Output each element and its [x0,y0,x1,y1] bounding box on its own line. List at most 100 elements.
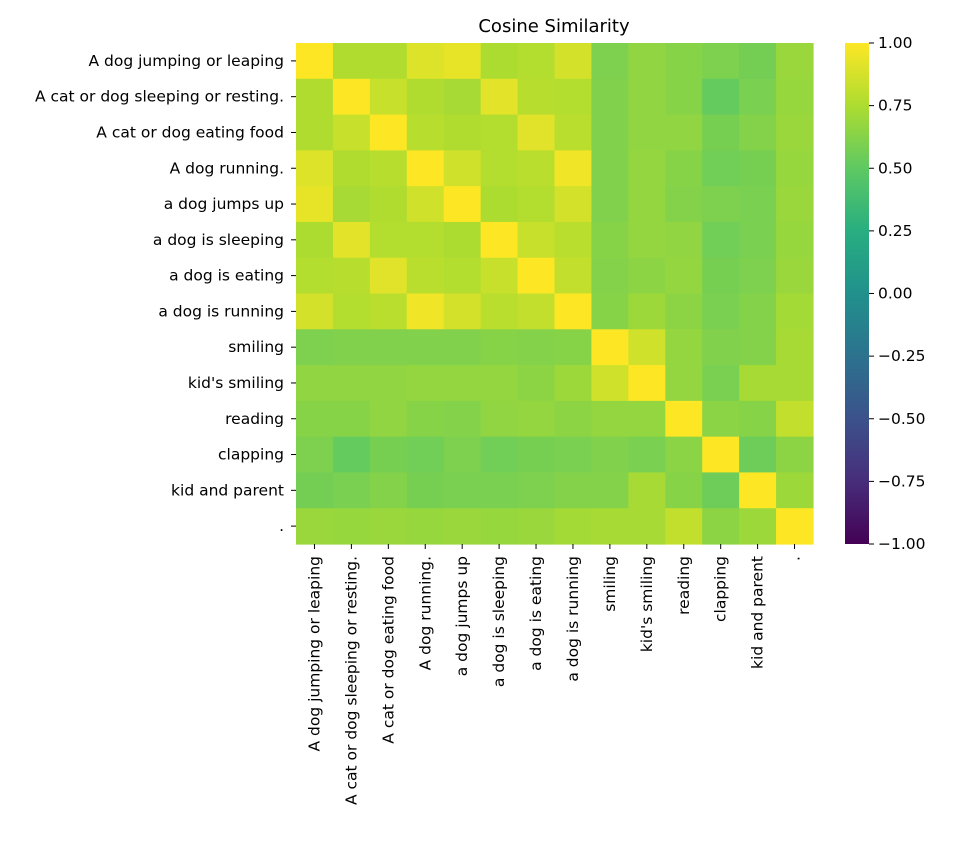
heatmap-cell [628,508,666,545]
x-axis-label: reading [675,556,693,615]
heatmap-cell [702,150,740,187]
heatmap-cell [628,114,666,151]
y-axis-label: kid's smiling [188,374,284,392]
heatmap-cell [369,329,408,366]
heatmap-cell [480,114,519,151]
heatmap-cell [628,221,666,259]
heatmap-cell [369,78,408,116]
heatmap-cell [517,221,556,259]
heatmap-cell [776,221,814,259]
colorbar-tick-label: 1.00 [878,34,913,52]
heatmap-cell [332,78,371,116]
y-axis-label: kid and parent [171,481,284,499]
colorbar-tick-label: −0.75 [878,472,926,490]
heatmap-cell [591,221,629,259]
heatmap-cell [665,293,703,330]
heatmap-cell [554,257,593,295]
heatmap-cell [443,78,482,116]
y-axis-label: reading [225,410,284,428]
heatmap-cell [296,186,334,223]
heatmap-cell [443,472,482,509]
heatmap-cell [406,221,445,259]
heatmap-cell [406,186,445,223]
heatmap-cell [665,221,703,259]
heatmap-cell [406,78,445,116]
heatmap-cell [554,365,593,402]
heatmap-cell [406,43,445,80]
heatmap-cell [406,293,445,330]
heatmap-cell [739,400,777,438]
heatmap-cell [480,221,519,259]
heatmap-cell [665,114,703,151]
heatmap-cell [591,508,629,545]
heatmap-cell [480,472,519,509]
heatmap-cell [517,114,556,151]
heatmap-cell [369,472,408,509]
heatmap-cell [332,508,371,545]
heatmap-cell [628,150,666,187]
colorbar [845,43,869,544]
heatmap-cell [332,186,371,223]
heatmap-cell [332,221,371,259]
heatmap-cell [628,400,666,438]
colorbar-tick-label: 0.25 [878,222,913,240]
heatmap-cell [332,472,371,509]
heatmap-cell [517,472,556,509]
heatmap-cell [296,472,334,509]
y-axis-label: clapping [218,446,284,464]
heatmap-cell [296,150,334,187]
heatmap-cell [332,43,371,80]
heatmap-cell [517,150,556,187]
heatmap-cell [702,43,740,80]
heatmap-cell [332,257,371,295]
heatmap-cell [776,436,814,474]
heatmap-cell [665,472,703,509]
heatmap-cell [517,257,556,295]
heatmap-cell [554,114,593,151]
y-axis-label: . [279,517,284,535]
heatmap-cell [739,293,777,330]
heatmap-cell [296,436,334,474]
heatmap-cell [776,365,814,402]
heatmap-cell [443,508,482,545]
heatmap-cell [480,43,519,80]
heatmap-cell [517,329,556,366]
heatmap-cell [739,257,777,295]
chart-title: Cosine Similarity [478,16,630,37]
heatmap-cell [517,43,556,80]
heatmap-cell [480,257,519,295]
heatmap-cell [517,400,556,438]
heatmap-cell [554,221,593,259]
heatmap-cell [591,400,629,438]
heatmap-cell [554,43,593,80]
heatmap-cell [480,365,519,402]
y-axis-label: A cat or dog eating food [96,123,284,141]
heatmap-cell [739,329,777,366]
heatmap-cell [296,114,334,151]
heatmap-cell [628,436,666,474]
heatmap-cell [480,436,519,474]
heatmap-cell [332,400,371,438]
y-axis-label: a dog jumps up [164,195,284,213]
heatmap-cell [591,114,629,151]
heatmap-cell [591,186,629,223]
heatmap-cell [554,329,593,366]
heatmap-cell [776,293,814,330]
heatmap-cell [406,400,445,438]
heatmap-cell [517,293,556,330]
heatmap-cell [665,365,703,402]
heatmap-cell [665,257,703,295]
heatmap-cell [369,400,408,438]
heatmap-cell [296,78,334,116]
heatmap-cell [591,150,629,187]
x-axis-label: A dog running. [416,556,434,670]
heatmap-cell [554,508,593,545]
heatmap-cell [739,78,777,116]
y-axis-label: A dog running. [170,159,284,177]
x-axis-label: smiling [601,556,619,612]
colorbar-tick-label: −0.25 [878,347,926,365]
heatmap-cell [296,43,334,80]
heatmap-cell [554,150,593,187]
